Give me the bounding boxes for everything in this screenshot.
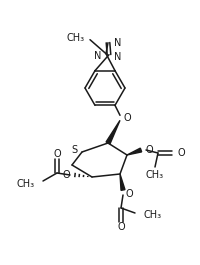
Text: O: O	[125, 189, 133, 199]
Polygon shape	[120, 174, 125, 190]
Text: O: O	[145, 145, 153, 155]
Text: N: N	[114, 52, 121, 62]
Text: O: O	[53, 149, 61, 159]
Text: O: O	[62, 170, 70, 180]
Text: S: S	[71, 145, 77, 155]
Text: CH₃: CH₃	[17, 179, 35, 189]
Text: N: N	[114, 38, 121, 48]
Polygon shape	[127, 148, 142, 155]
Text: O: O	[177, 148, 185, 158]
Text: CH₃: CH₃	[67, 33, 85, 43]
Text: N: N	[94, 51, 101, 61]
Polygon shape	[106, 120, 120, 144]
Text: O: O	[117, 222, 125, 232]
Text: O: O	[123, 113, 131, 123]
Text: CH₃: CH₃	[146, 170, 164, 180]
Text: CH₃: CH₃	[143, 210, 161, 220]
